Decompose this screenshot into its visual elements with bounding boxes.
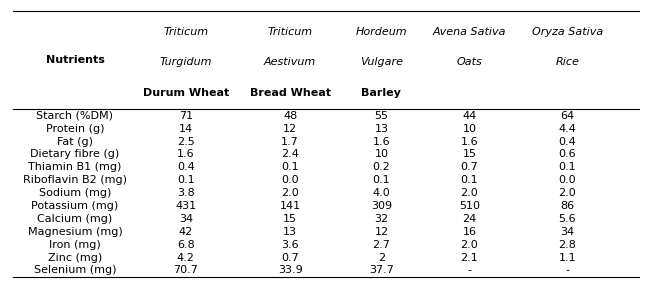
Text: 1.6: 1.6 [372,137,391,147]
Text: Turgidum: Turgidum [160,57,212,67]
Text: 13: 13 [374,124,389,134]
Text: 86: 86 [560,201,574,211]
Text: Zinc (mg): Zinc (mg) [48,252,102,263]
Text: Sodium (mg): Sodium (mg) [38,188,111,198]
Text: Dietary fibre (g): Dietary fibre (g) [31,149,119,159]
Text: 510: 510 [459,201,480,211]
Text: 0.2: 0.2 [372,162,391,172]
Text: Avena Sativa: Avena Sativa [433,27,506,37]
Text: 0.1: 0.1 [177,175,195,185]
Text: 1.6: 1.6 [460,137,479,147]
Text: 0.1: 0.1 [460,175,479,185]
Text: 1.1: 1.1 [558,252,576,263]
Text: 1.7: 1.7 [281,137,299,147]
Text: 2.0: 2.0 [281,188,299,198]
Text: 64: 64 [560,111,574,121]
Text: Protein (g): Protein (g) [46,124,104,134]
Text: 2.0: 2.0 [558,188,576,198]
Text: 33.9: 33.9 [278,266,303,275]
Text: 42: 42 [179,227,193,237]
Text: Calcium (mg): Calcium (mg) [37,214,113,224]
Text: Barley: Barley [361,88,402,98]
Text: 10: 10 [462,124,477,134]
Text: Selenium (mg): Selenium (mg) [34,266,116,275]
Text: 2.5: 2.5 [177,137,195,147]
Text: 15: 15 [283,214,297,224]
Text: 2.1: 2.1 [460,252,479,263]
Text: Triticum: Triticum [267,27,313,37]
Text: 12: 12 [283,124,297,134]
Text: 12: 12 [374,227,389,237]
Text: 0.0: 0.0 [558,175,576,185]
Text: 309: 309 [371,201,392,211]
Text: 44: 44 [462,111,477,121]
Text: 0.1: 0.1 [372,175,391,185]
Text: 4.0: 4.0 [372,188,391,198]
Text: Nutrients: Nutrients [46,55,104,65]
Text: 13: 13 [283,227,297,237]
Text: 34: 34 [560,227,574,237]
Text: 2.0: 2.0 [460,188,479,198]
Text: Starch (%DM): Starch (%DM) [37,111,113,121]
Text: Rice: Rice [556,57,579,67]
Text: 2: 2 [378,252,385,263]
Text: 0.1: 0.1 [281,162,299,172]
Text: 14: 14 [179,124,193,134]
Text: 2.7: 2.7 [372,240,391,250]
Text: 3.8: 3.8 [177,188,195,198]
Text: -: - [565,266,569,275]
Text: 10: 10 [374,149,389,159]
Text: Hordeum: Hordeum [355,27,408,37]
Text: 0.1: 0.1 [558,162,576,172]
Text: 71: 71 [179,111,193,121]
Text: 4.2: 4.2 [177,252,195,263]
Text: 2.4: 2.4 [281,149,299,159]
Text: 5.6: 5.6 [558,214,576,224]
Text: 32: 32 [374,214,389,224]
Text: 15: 15 [462,149,477,159]
Text: 6.8: 6.8 [177,240,195,250]
Text: Riboflavin B2 (mg): Riboflavin B2 (mg) [23,175,127,185]
Text: 55: 55 [374,111,389,121]
Text: 24: 24 [462,214,477,224]
Text: 34: 34 [179,214,193,224]
Text: Thiamin B1 (mg): Thiamin B1 (mg) [28,162,122,172]
Text: 37.7: 37.7 [369,266,394,275]
Text: 141: 141 [280,201,301,211]
Text: 0.6: 0.6 [558,149,576,159]
Text: Oats: Oats [456,57,482,67]
Text: 0.4: 0.4 [177,162,195,172]
Text: 1.6: 1.6 [177,149,195,159]
Text: Triticum: Triticum [163,27,209,37]
Text: Aestivum: Aestivum [264,57,316,67]
Text: Vulgare: Vulgare [360,57,403,67]
Text: -: - [467,266,471,275]
Text: Durum Wheat: Durum Wheat [143,88,229,98]
Text: 2.8: 2.8 [558,240,576,250]
Text: 431: 431 [175,201,196,211]
Text: 48: 48 [283,111,297,121]
Text: Fat (g): Fat (g) [57,137,93,147]
Text: 70.7: 70.7 [173,266,198,275]
Text: Potassium (mg): Potassium (mg) [31,201,119,211]
Text: Oryza Sativa: Oryza Sativa [531,27,603,37]
Text: Iron (mg): Iron (mg) [49,240,101,250]
Text: 2.0: 2.0 [460,240,479,250]
Text: 3.6: 3.6 [281,240,299,250]
Text: 4.4: 4.4 [558,124,576,134]
Text: 0.7: 0.7 [281,252,299,263]
Text: 0.0: 0.0 [281,175,299,185]
Text: 0.7: 0.7 [460,162,479,172]
Text: 0.4: 0.4 [558,137,576,147]
Text: 16: 16 [462,227,477,237]
Text: Magnesium (mg): Magnesium (mg) [27,227,123,237]
Text: Bread Wheat: Bread Wheat [250,88,331,98]
